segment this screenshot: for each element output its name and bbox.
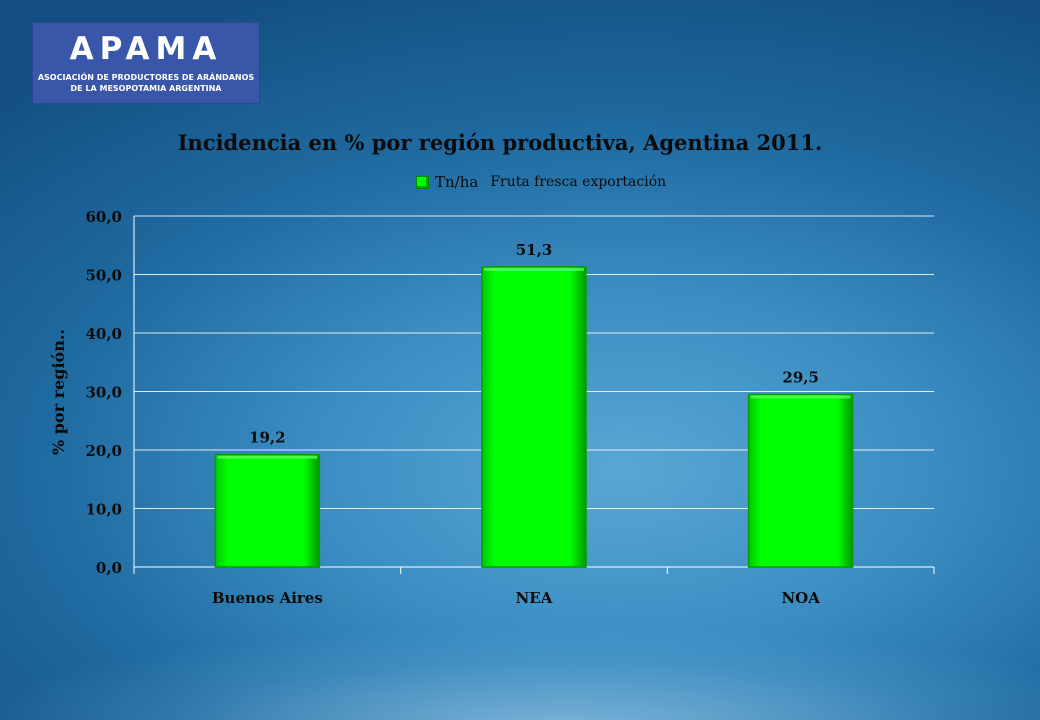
x-tick-label: NEA <box>516 589 553 607</box>
y-tick-label: 30,0 <box>85 384 122 402</box>
y-tick-label: 20,0 <box>85 442 122 460</box>
chart-legend: Tn/ha Fruta fresca exportación <box>416 172 666 192</box>
x-tick-label: NOA <box>781 589 820 607</box>
bars <box>214 266 854 568</box>
legend-note: Fruta fresca exportación <box>490 174 667 190</box>
bar <box>747 393 854 568</box>
apama-logo: APAMA ASOCIACIÓN DE PRODUCTORES DE ARÁND… <box>32 22 260 104</box>
data-label: 51,3 <box>516 241 553 259</box>
logo-mark: APAMA <box>69 31 223 67</box>
bar-highlight <box>750 395 851 399</box>
data-label: 29,5 <box>782 368 819 386</box>
y-tick-label: 0,0 <box>96 559 122 577</box>
bar <box>214 453 321 568</box>
bar-highlight <box>217 455 318 459</box>
y-tick-label: 40,0 <box>85 325 122 343</box>
y-tick-label: 60,0 <box>85 208 122 226</box>
y-tick-label: 50,0 <box>85 267 122 285</box>
legend-series-label: Tn/ha <box>435 173 479 191</box>
y-axis-label: % por región.. <box>49 329 68 455</box>
bar-highlight <box>484 267 584 271</box>
chart-title: Incidencia en % por región productiva, A… <box>177 130 823 155</box>
logo-line-1: ASOCIACIÓN DE PRODUCTORES DE ARÁNDANOS <box>37 73 255 82</box>
y-tick-label: 10,0 <box>85 501 122 519</box>
data-label: 19,2 <box>249 429 286 447</box>
bar <box>481 266 587 568</box>
legend-swatch <box>416 175 429 189</box>
logo-line-2: DE LA MESOPOTAMIA ARGENTINA <box>70 84 222 93</box>
x-tick-label: Buenos Aires <box>212 589 323 607</box>
labels: 0,0 10,0 20,0 30,0 40,0 50,0 60,0 Buenos Aires 1… <box>85 208 820 607</box>
